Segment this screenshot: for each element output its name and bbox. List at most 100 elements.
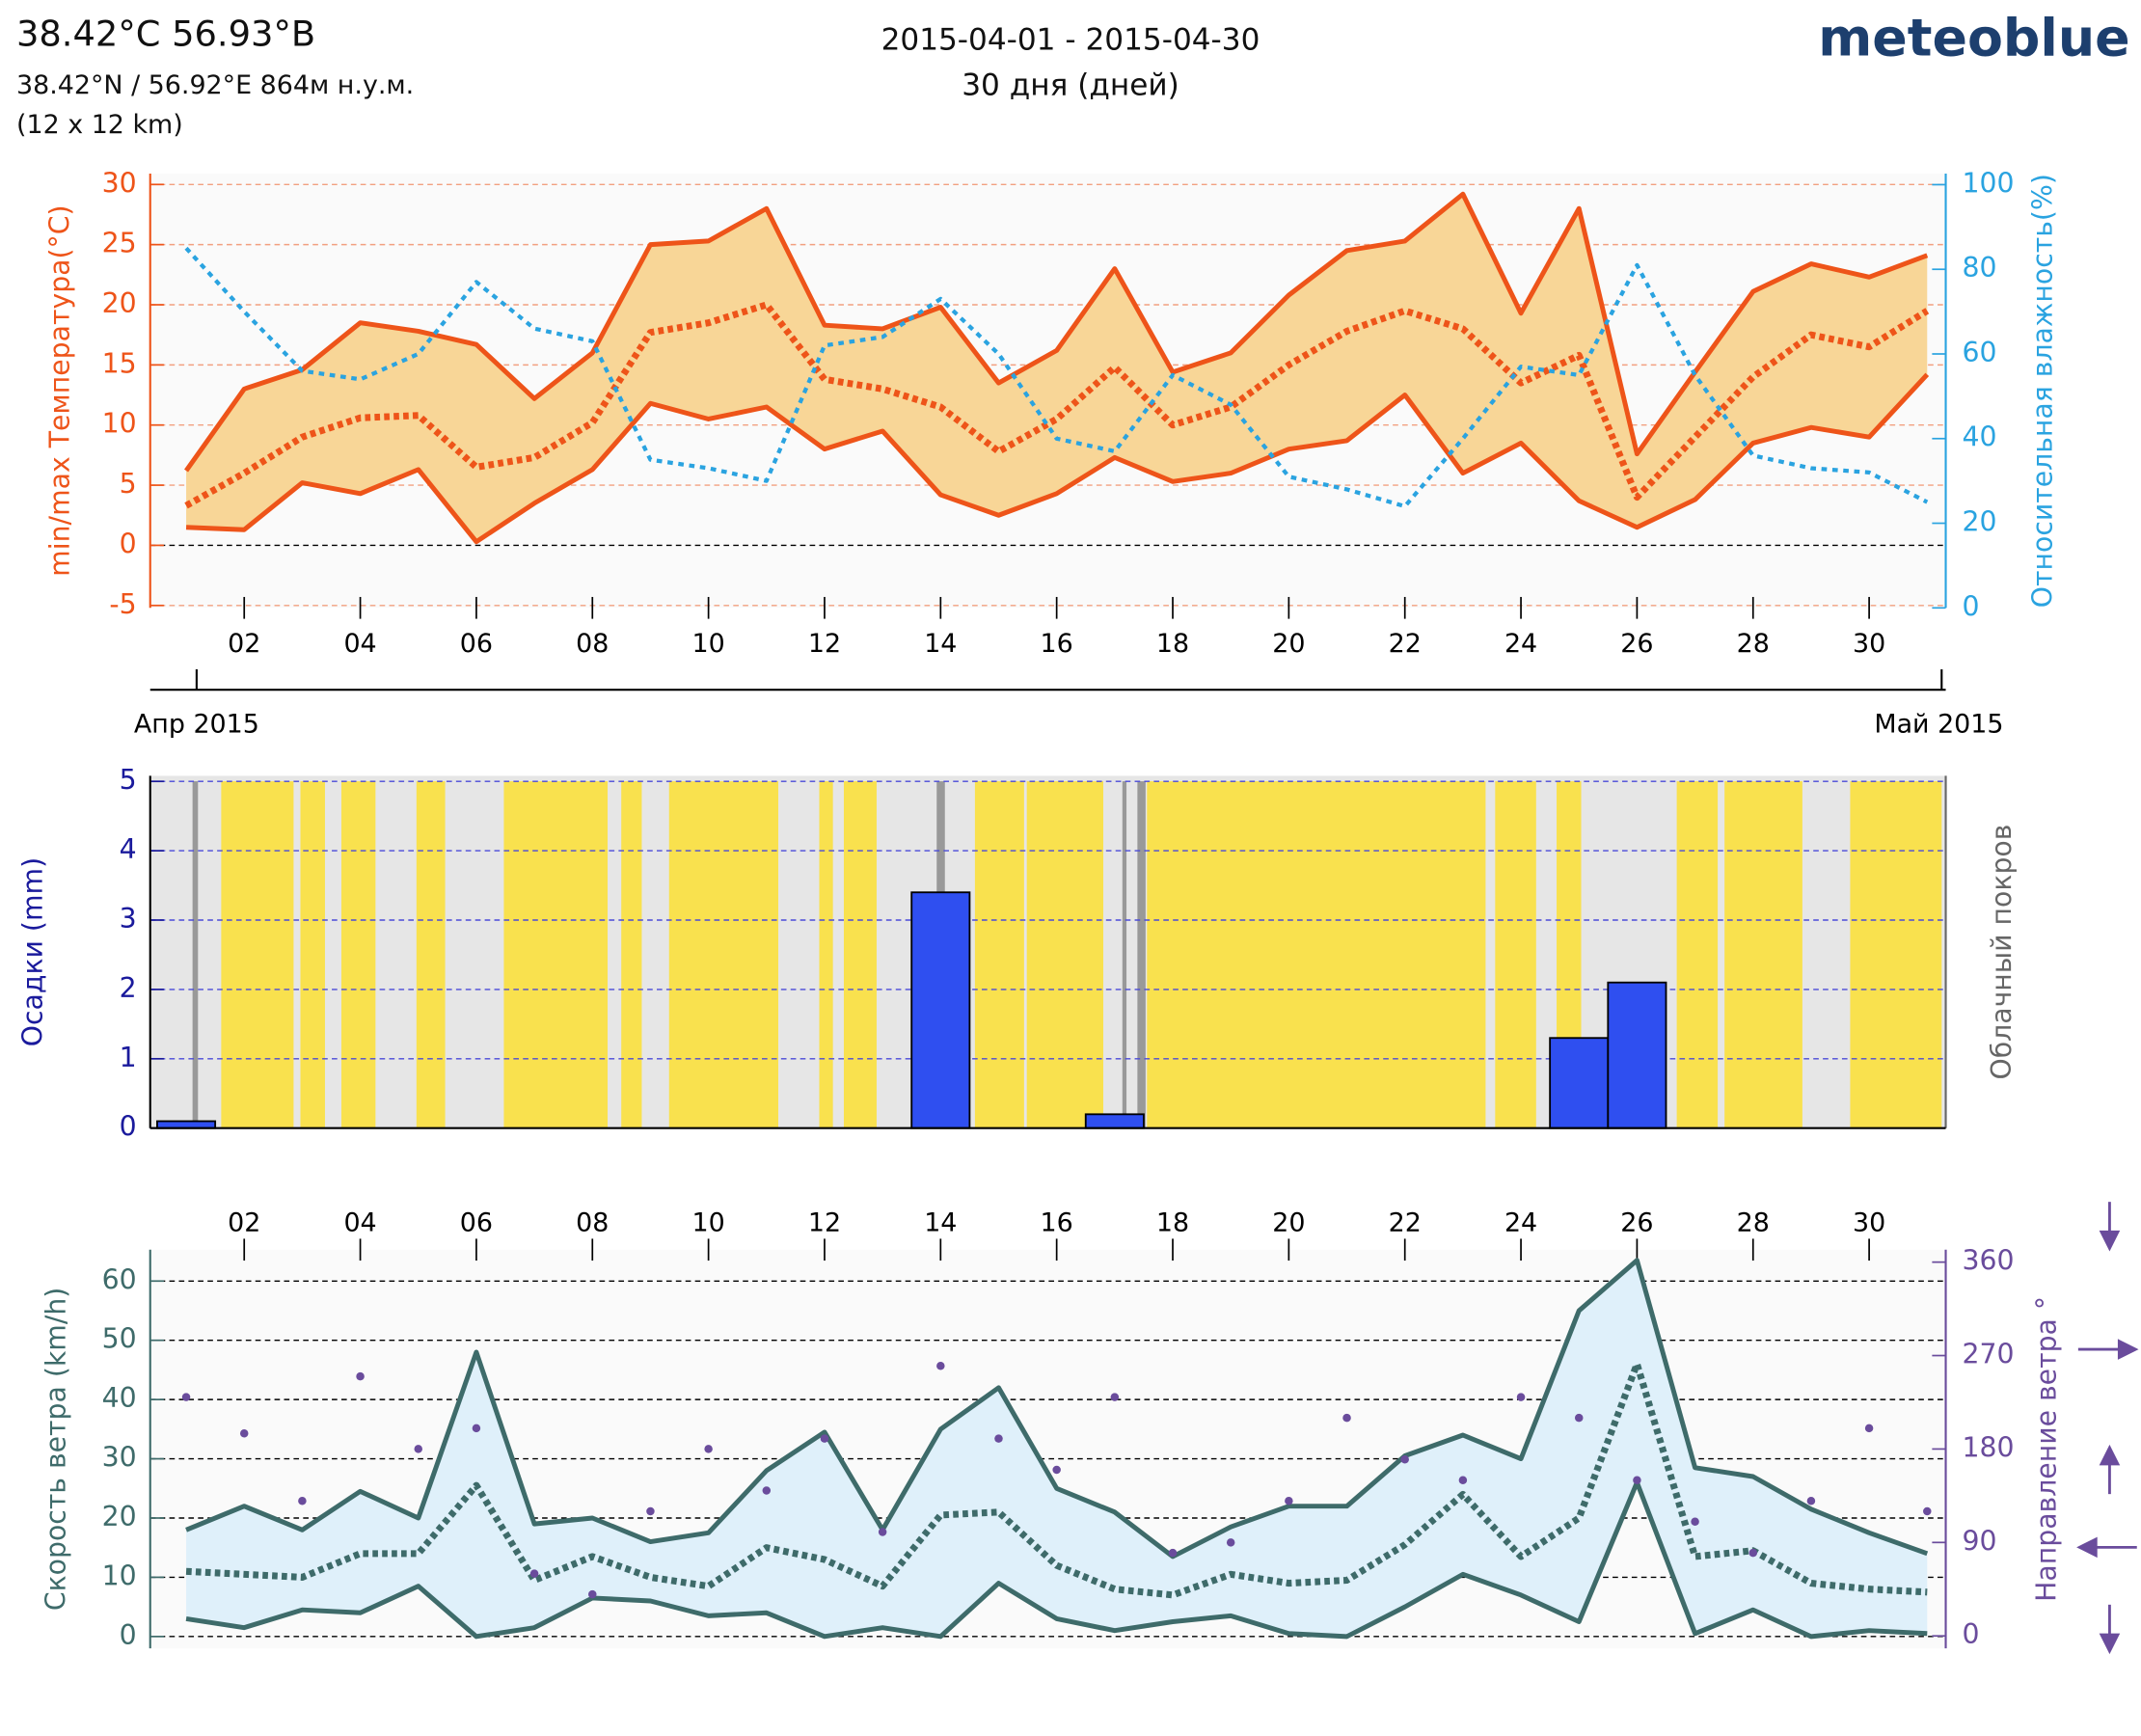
y-axis-label: Осадки (mm) <box>16 857 48 1046</box>
y-tick-label: 15 <box>102 347 137 379</box>
y-tick-label: 10 <box>102 1560 137 1591</box>
range-fill <box>186 1260 1928 1637</box>
y2-tick-label: 180 <box>1963 1431 2015 1463</box>
direction-point <box>1400 1454 1409 1464</box>
bar <box>1549 1037 1610 1129</box>
y2-tick-label: 20 <box>1963 506 1997 538</box>
y-tick-label: 10 <box>102 408 137 440</box>
direction-point <box>472 1424 481 1433</box>
direction-point <box>1516 1393 1526 1401</box>
y-tick-label: 40 <box>102 1382 137 1414</box>
y-tick-label: 1 <box>120 1042 137 1073</box>
direction-point <box>1342 1413 1351 1423</box>
y-tick-label: 20 <box>102 287 137 319</box>
direction-point <box>994 1434 1003 1443</box>
y-tick-label: 25 <box>102 228 137 259</box>
y2-tick-label: 40 <box>1963 421 1997 453</box>
y-tick-label: 0 <box>120 1111 137 1143</box>
y-tick-label: 20 <box>102 1501 137 1533</box>
y2-tick-label: 270 <box>1963 1339 2015 1370</box>
direction-point <box>646 1506 655 1516</box>
direction-point <box>1052 1465 1061 1475</box>
y2-axis-label: Относительная влажность(%) <box>2026 174 2058 608</box>
month-label: Май 2015 <box>1874 710 2003 740</box>
direction-point <box>529 1569 539 1578</box>
x-tick-label: 24 <box>1504 629 1537 659</box>
x-tick-label: 30 <box>1853 629 1885 659</box>
bar <box>1607 981 1667 1129</box>
month-label: Апр 2015 <box>134 710 259 740</box>
x-tick-label: 18 <box>1156 1207 1189 1237</box>
direction-point <box>704 1445 713 1453</box>
y2-tick-label: 360 <box>1963 1245 2015 1277</box>
direction-point <box>762 1486 772 1495</box>
direction-point <box>878 1528 887 1536</box>
x-tick-label: 28 <box>1737 1207 1770 1237</box>
x-tick-label: 28 <box>1737 629 1770 659</box>
x-tick-label: 02 <box>228 1207 260 1237</box>
x-tick-label: 04 <box>343 629 376 659</box>
direction-point <box>1633 1476 1641 1484</box>
y2-tick-label: 100 <box>1963 167 2015 199</box>
x-tick-label: 20 <box>1272 1207 1305 1237</box>
y2-tick-label: 0 <box>1963 590 1980 622</box>
y-tick-label: 0 <box>120 528 137 559</box>
y2-axis-label: Облачный покров <box>1986 825 2018 1080</box>
y-tick-label: 4 <box>120 833 137 865</box>
x-tick-label: 16 <box>1041 629 1073 659</box>
direction-point <box>1923 1506 1932 1516</box>
y-tick-label: 3 <box>120 903 137 935</box>
direction-point <box>1458 1476 1468 1484</box>
direction-point <box>1285 1497 1293 1505</box>
direction-point <box>1806 1497 1816 1505</box>
x-tick-label: 12 <box>808 629 841 659</box>
y-tick-label: 50 <box>102 1323 137 1355</box>
x-tick-label: 22 <box>1389 629 1422 659</box>
x-tick-label: 04 <box>343 1207 376 1237</box>
period: 2015-04-01 - 2015-04-30 <box>881 23 1260 58</box>
y-tick-label: 5 <box>120 764 137 796</box>
x-tick-label: 02 <box>228 629 260 659</box>
x-tick-label: 24 <box>1504 1207 1537 1237</box>
series-line <box>185 1258 1929 1560</box>
days: 30 дня (дней) <box>962 68 1179 102</box>
y-tick-label: 2 <box>120 972 137 1004</box>
direction-point <box>936 1362 945 1370</box>
bar <box>1084 1113 1145 1129</box>
direction-point <box>1748 1548 1758 1558</box>
location-title: 38.42°C 56.93°В <box>16 14 315 55</box>
direction-arrows <box>2076 1202 2139 1655</box>
y-tick-label: 0 <box>120 1619 137 1651</box>
x-tick-label: 10 <box>692 1207 725 1237</box>
coordinates: 38.42°N / 56.92°E 864м н.у.м. <box>16 70 414 100</box>
direction-point <box>1168 1548 1178 1558</box>
x-tick-label: 16 <box>1041 1207 1073 1237</box>
x-tick-label: 26 <box>1620 629 1653 659</box>
x-tick-label: 08 <box>576 629 609 659</box>
direction-point <box>1226 1538 1235 1547</box>
direction-point <box>1691 1517 1699 1527</box>
y2-tick-label: 60 <box>1963 337 1997 368</box>
y-tick-label: 30 <box>102 167 137 199</box>
y-axis-label: Скорость ветра (km/h) <box>40 1288 71 1612</box>
y2-tick-label: 0 <box>1963 1618 1980 1650</box>
bar <box>910 891 971 1129</box>
y-tick-label: 60 <box>102 1263 137 1295</box>
x-tick-label: 12 <box>808 1207 841 1237</box>
x-tick-label: 26 <box>1620 1207 1653 1237</box>
x-tick-label: 14 <box>924 629 957 659</box>
resolution: (12 x 12 km) <box>16 110 183 140</box>
x-tick-label: 06 <box>460 1207 493 1237</box>
y-tick-label: 30 <box>102 1442 137 1474</box>
series-line <box>185 372 1930 545</box>
bar <box>156 1120 217 1129</box>
direction-point <box>1864 1424 1874 1433</box>
y-tick-label: 5 <box>120 468 137 500</box>
x-tick-label: 08 <box>576 1207 609 1237</box>
direction-point <box>298 1497 307 1505</box>
x-tick-label: 18 <box>1156 629 1189 659</box>
y2-tick-label: 90 <box>1963 1525 1997 1557</box>
x-tick-label: 14 <box>924 1207 957 1237</box>
y-axis-label: min/max Температура(°C) <box>44 205 76 577</box>
